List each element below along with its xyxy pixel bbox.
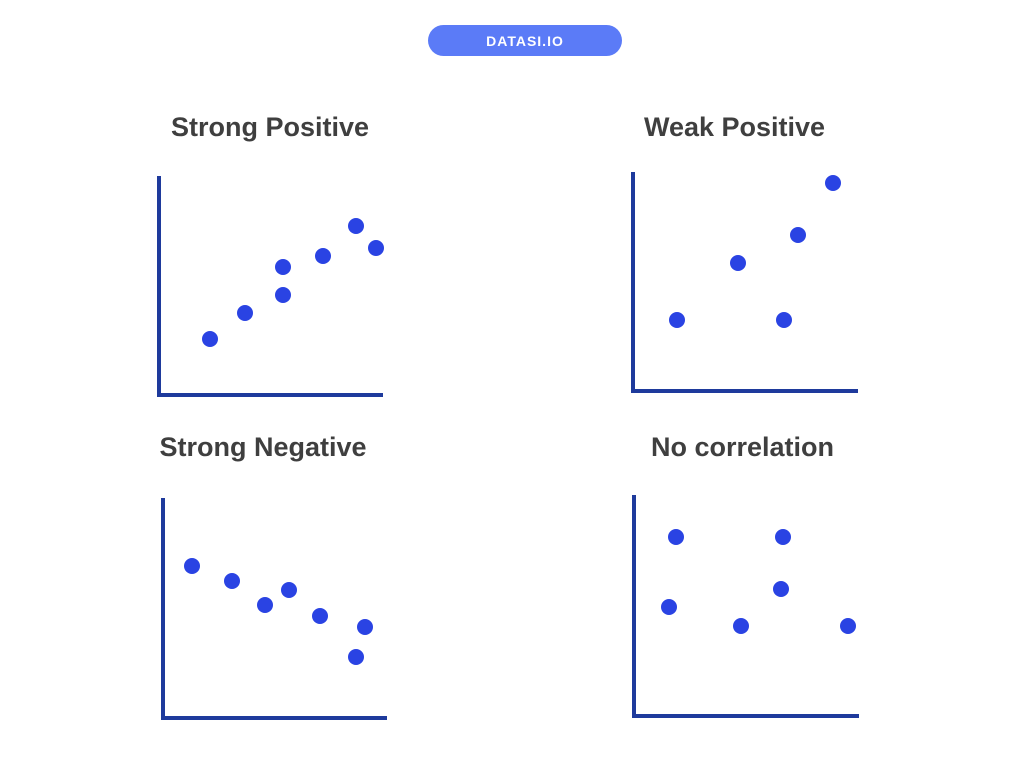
chart-title-no-correlation: No correlation bbox=[650, 432, 835, 462]
data-point bbox=[348, 217, 365, 234]
chart-title-strong-negative: Strong Negative bbox=[159, 432, 367, 462]
data-point bbox=[825, 174, 842, 191]
data-point bbox=[281, 581, 298, 598]
scatter-plot-strong-negative bbox=[161, 498, 387, 720]
data-point bbox=[183, 557, 200, 574]
data-point bbox=[347, 649, 364, 666]
data-point bbox=[789, 226, 806, 243]
data-point bbox=[312, 607, 329, 624]
data-point bbox=[729, 255, 746, 272]
scatter-plot-weak-positive bbox=[631, 172, 858, 393]
scatter-plot-strong-positive bbox=[157, 176, 385, 397]
data-point bbox=[668, 528, 685, 545]
data-point bbox=[201, 330, 218, 347]
data-point bbox=[223, 572, 240, 589]
brand-badge: DATASI.IO bbox=[428, 25, 622, 56]
data-point bbox=[661, 598, 678, 615]
data-point bbox=[772, 581, 789, 598]
data-point bbox=[256, 596, 273, 613]
data-point bbox=[315, 248, 332, 265]
data-point bbox=[356, 618, 373, 635]
data-point bbox=[237, 304, 254, 321]
data-point bbox=[275, 287, 292, 304]
data-point bbox=[732, 618, 749, 635]
data-point bbox=[775, 528, 792, 545]
brand-badge-label: DATASI.IO bbox=[486, 32, 564, 49]
data-point bbox=[839, 618, 856, 635]
data-point bbox=[368, 239, 385, 256]
data-point bbox=[669, 311, 686, 328]
chart-title-strong-positive: Strong Positive bbox=[170, 112, 370, 142]
data-point bbox=[275, 259, 292, 276]
chart-title-weak-positive: Weak Positive bbox=[643, 112, 826, 142]
data-point bbox=[776, 311, 793, 328]
scatter-plot-no-correlation bbox=[632, 495, 859, 718]
